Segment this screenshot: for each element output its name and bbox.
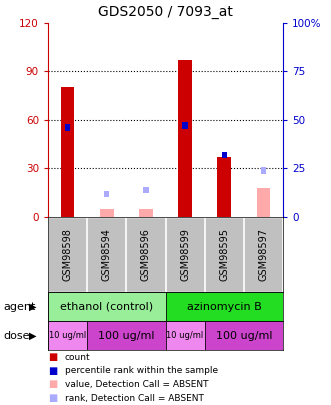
Bar [261,167,266,174]
Bar [87,321,166,350]
Text: ■: ■ [48,352,57,362]
Text: dose: dose [3,331,30,341]
Text: ▶: ▶ [29,302,37,311]
Text: ▶: ▶ [29,331,37,341]
Bar [65,124,70,131]
Text: GSM98599: GSM98599 [180,228,190,281]
Bar [48,292,166,321]
Text: azinomycin B: azinomycin B [187,302,261,311]
Text: agent: agent [3,302,36,311]
Text: rank, Detection Call = ABSENT: rank, Detection Call = ABSENT [65,394,204,403]
Text: ■: ■ [48,393,57,403]
Text: 100 ug/ml: 100 ug/ml [215,331,272,341]
Text: ■: ■ [48,366,57,376]
Text: GDS2050 / 7093_at: GDS2050 / 7093_at [98,4,233,19]
Text: 100 ug/ml: 100 ug/ml [98,331,155,341]
Bar [166,321,205,350]
Bar [139,209,153,217]
Text: 10 ug/ml: 10 ug/ml [166,331,204,340]
Bar [61,87,74,217]
Bar [178,60,192,217]
Bar [48,321,87,350]
Bar [143,187,149,193]
Bar [100,209,114,217]
Text: ■: ■ [48,379,57,390]
Bar [205,321,283,350]
Bar [182,122,188,129]
Text: value, Detection Call = ABSENT: value, Detection Call = ABSENT [65,380,208,389]
Text: percentile rank within the sample: percentile rank within the sample [65,367,218,375]
Bar [217,157,231,217]
Bar [221,151,227,158]
Text: GSM98595: GSM98595 [219,228,229,281]
Text: GSM98598: GSM98598 [63,228,72,281]
Text: count: count [65,353,90,362]
Bar [257,188,270,217]
Text: GSM98596: GSM98596 [141,228,151,281]
Text: 10 ug/ml: 10 ug/ml [49,331,86,340]
Bar [104,190,110,197]
Bar [166,292,283,321]
Text: ethanol (control): ethanol (control) [60,302,153,311]
Text: GSM98597: GSM98597 [259,228,268,281]
Text: GSM98594: GSM98594 [102,228,112,281]
